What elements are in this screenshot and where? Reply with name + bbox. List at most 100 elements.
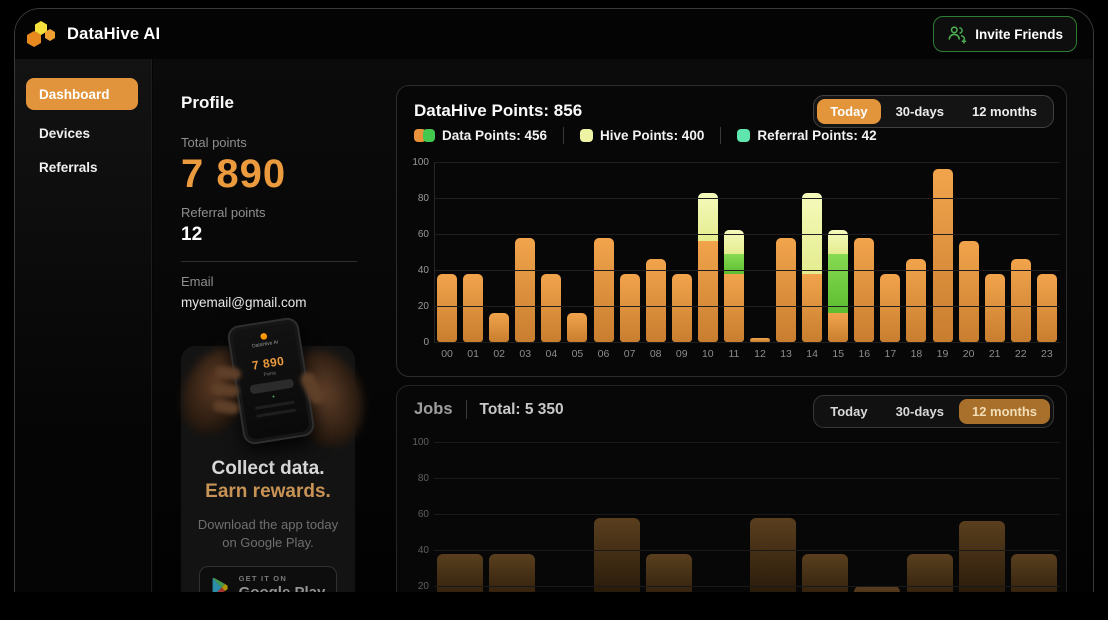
bar-slot [851, 237, 877, 342]
tab-30-days[interactable]: 30-days [895, 104, 944, 119]
promo-headline-2: Earn rewards. [205, 481, 331, 502]
gridline [434, 441, 1060, 443]
bar [932, 169, 953, 342]
y-tick-label: 100 [412, 157, 429, 168]
x-tick-label: 22 [1014, 348, 1027, 360]
x-tick-label: 20 [962, 348, 975, 360]
sidebar: Dashboard Devices Referrals [15, 59, 152, 592]
bar [515, 237, 536, 342]
email-label: Email [181, 274, 214, 289]
bar-slot [1008, 259, 1034, 342]
x-tick-label: 16 [858, 348, 871, 360]
jobs-header: Jobs Total: 5 350 [414, 400, 564, 419]
profile-section: Profile Total points 7 890 Referral poin… [181, 59, 357, 310]
bar-slot [486, 313, 512, 342]
bar [984, 273, 1005, 342]
x-tick-label: 08 [649, 348, 662, 360]
x-tick-label: 17 [884, 348, 897, 360]
bar-segment-data [854, 237, 875, 342]
datahive-logo-icon [27, 21, 55, 47]
gridline [434, 513, 1060, 515]
bar-segment-data [437, 273, 458, 342]
points-bars [434, 162, 1060, 342]
jobs-tab-12-months[interactable]: 12 months [958, 399, 1050, 424]
bar [593, 237, 614, 342]
jobs-tab-30-days[interactable]: 30-days [895, 404, 944, 419]
bar-segment-data [828, 313, 849, 342]
y-tick-label: 80 [417, 193, 429, 204]
bar-slot [747, 338, 773, 342]
y-tick-label: 20 [417, 301, 429, 312]
bar-segment-data [802, 273, 823, 342]
profile-title: Profile [181, 93, 234, 112]
profile-divider [181, 261, 357, 262]
x-tick-label: 11 [728, 348, 740, 360]
total-points-label: Total points [181, 135, 247, 150]
jobs-title: Jobs [414, 400, 453, 418]
bar [1010, 259, 1031, 342]
jobs-title-divider [465, 400, 467, 419]
gridline [434, 233, 1060, 235]
bar-slot [460, 273, 486, 342]
bar [671, 273, 692, 342]
sidebar-item-referrals[interactable]: Referrals [39, 159, 98, 175]
hive-points-swatch-icon [580, 129, 594, 142]
bar-segment-data [1036, 273, 1057, 342]
bar [802, 192, 823, 342]
bar-segment-data [906, 259, 927, 342]
bar-segment-hive [723, 230, 744, 254]
jobs-tab-today[interactable]: Today [830, 404, 868, 419]
invite-friends-button[interactable]: Invite Friends [933, 16, 1077, 52]
bar-slot [617, 273, 643, 342]
jobs-bars [434, 442, 1060, 592]
bar-segment-hive [828, 230, 849, 254]
bar-segment-data [1010, 259, 1031, 342]
invite-friends-label: Invite Friends [975, 26, 1063, 42]
bar-segment-data [749, 338, 770, 342]
x-tick-label: 01 [467, 348, 479, 360]
bar-segment-data [567, 313, 588, 342]
data-points-swatch-icon [414, 129, 435, 142]
brand-name: DataHive AI [67, 24, 161, 43]
app-window: DataHive AI Invite Friends Dashboard Dev… [14, 8, 1094, 592]
bar-slot [1034, 273, 1060, 342]
x-tick-label: 04 [545, 348, 558, 360]
gridline [434, 161, 1060, 163]
legend-referral-points: Referral Points: 42 [737, 128, 877, 143]
datahive-points-card: DataHive Points: 856 Today 30-days 12 mo… [396, 85, 1067, 377]
referral-points-value: 12 [181, 224, 203, 245]
bar-segment-data [645, 259, 666, 342]
bar-segment-jobs [958, 521, 1005, 592]
bar-segment-jobs [854, 586, 901, 592]
sidebar-item-devices[interactable]: Devices [39, 125, 91, 141]
x-tick-label: 06 [597, 348, 610, 360]
bar-slot [434, 273, 460, 342]
tab-today[interactable]: Today [817, 99, 881, 124]
sidebar-item-dashboard[interactable]: Dashboard [26, 78, 138, 110]
bar-segment-data [958, 241, 979, 342]
promo-headline-1: Collect data. [211, 458, 325, 479]
promo-subtext: Download the app today on Google Play. [197, 517, 339, 550]
bar [619, 273, 640, 342]
bar [854, 586, 901, 592]
x-tick-label: 02 [493, 348, 506, 360]
tab-12-months[interactable]: 12 months [971, 104, 1037, 119]
x-tick-label: 05 [571, 348, 584, 360]
bar [645, 259, 666, 342]
bar-slot [903, 259, 929, 342]
badge-get-it-on: GET IT ON [238, 573, 287, 583]
gridline [434, 585, 1060, 587]
google-play-badge[interactable]: GET IT ON Google Play [199, 566, 337, 592]
points-range-tabs: Today 30-days 12 months [813, 95, 1054, 128]
jobs-card: Jobs Total: 5 350 Today 30-days 12 month… [396, 385, 1067, 592]
gridline [434, 341, 1060, 343]
bar-segment-data [932, 169, 953, 342]
bar-segment-data [463, 273, 484, 342]
gridline [434, 549, 1060, 551]
bar [489, 313, 510, 342]
bar [749, 338, 770, 342]
bar-segment-data [489, 313, 510, 342]
phone-line-2 [256, 408, 297, 418]
bar-slot [982, 273, 1008, 342]
bar-segment-data [619, 273, 640, 342]
